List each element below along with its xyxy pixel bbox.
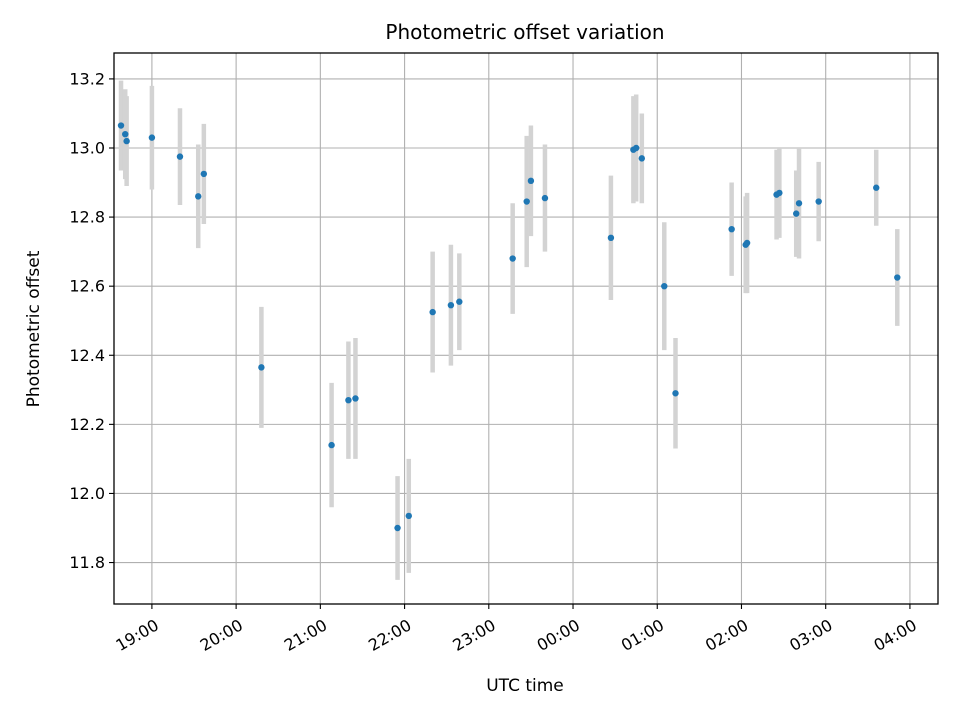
x-axis-label: UTC time: [486, 676, 564, 696]
data-point: [661, 282, 668, 290]
data-point: [200, 170, 208, 178]
data-point: [117, 122, 125, 129]
data-point: [638, 155, 646, 162]
data-point: [795, 200, 803, 207]
y-tick-label: 12.8: [69, 208, 105, 227]
plot-frame: [113, 52, 939, 605]
data-point: [195, 193, 202, 200]
data-point: [429, 308, 436, 316]
y-tick-label: 13.0: [69, 139, 105, 158]
data-point: [345, 396, 352, 404]
data-point: [328, 441, 335, 449]
y-tick-label: 13.2: [69, 69, 105, 88]
y-tick-label: 12.6: [69, 277, 105, 296]
y-axis-ticks: 11.8 12.0 12.2 12.4 12.6 12.8 13.0 13.2: [69, 69, 114, 572]
data-point: [352, 395, 359, 402]
data-point: [894, 274, 901, 281]
data-point: [632, 144, 640, 152]
data-point: [728, 225, 735, 233]
data-point: [394, 524, 401, 532]
data-point: [176, 153, 184, 160]
data-point: [122, 130, 129, 138]
chart-title: Photometric offset variation: [385, 20, 664, 44]
y-tick-label: 12.0: [69, 484, 105, 503]
y-tick-label: 11.8: [69, 553, 105, 572]
data-point: [509, 255, 516, 262]
data-point: [148, 134, 156, 141]
data-point: [456, 298, 463, 305]
data-point: [123, 137, 130, 145]
y-tick-label: 12.4: [69, 346, 105, 365]
data-point: [743, 239, 751, 247]
data-point: [873, 184, 880, 191]
data-point: [258, 364, 265, 371]
data-point: [776, 189, 783, 197]
y-tick-label: 12.2: [69, 415, 105, 434]
data-point: [793, 210, 800, 217]
data-point: [607, 234, 615, 242]
y-axis-label: Photometric offset: [24, 250, 44, 407]
data-point: [447, 301, 455, 309]
data-point: [672, 390, 679, 397]
data-point: [527, 177, 535, 185]
data-point: [541, 194, 549, 202]
data-point: [523, 198, 530, 205]
data-points: [117, 122, 901, 532]
data-point: [815, 198, 822, 205]
data-point: [405, 512, 412, 520]
